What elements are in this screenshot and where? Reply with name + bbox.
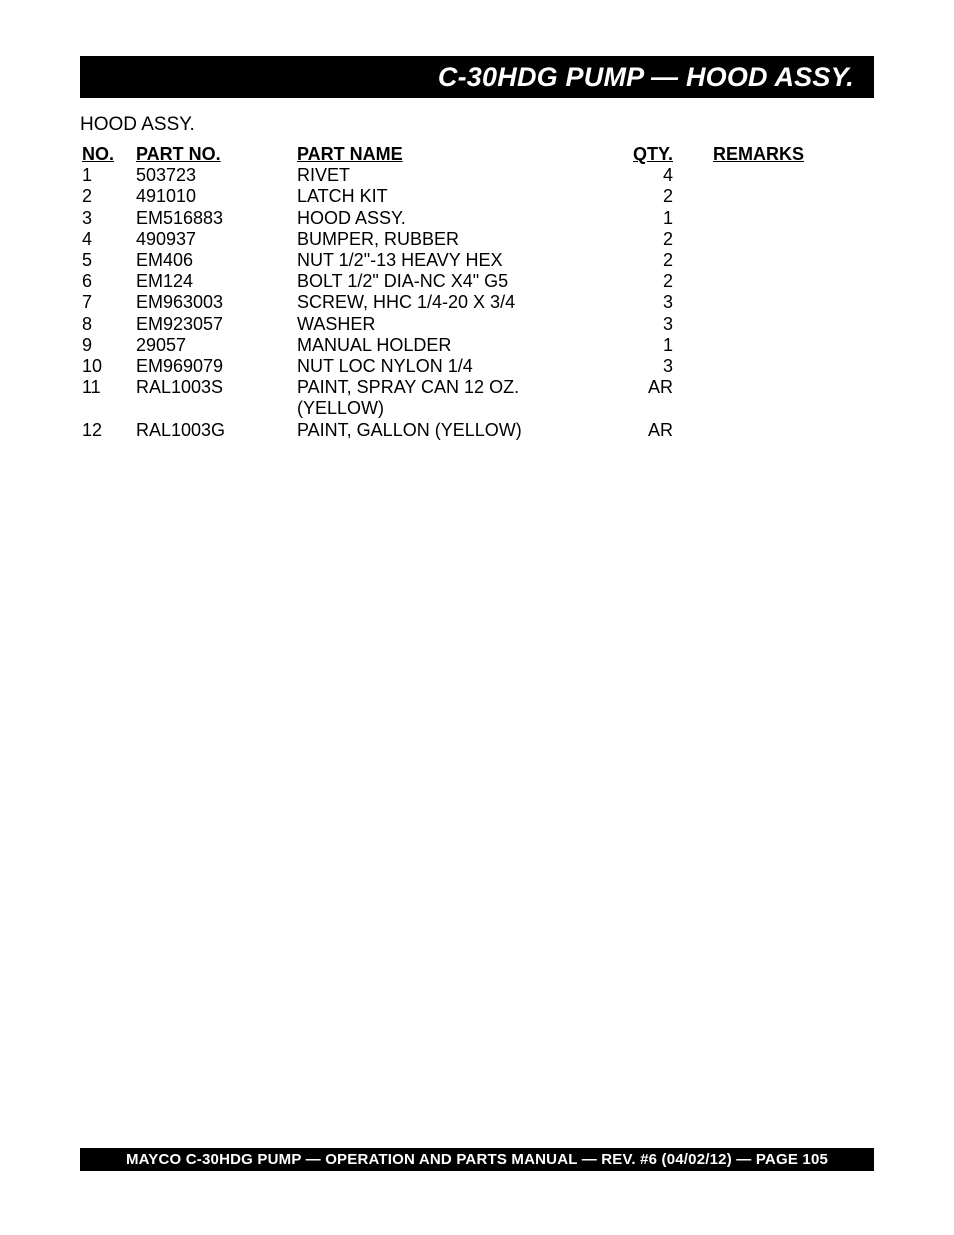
table-row: 9 29057 MANUAL HOLDER 1 — [80, 335, 874, 356]
cell-no: 9 — [80, 335, 136, 356]
cell-partno: 503723 — [136, 165, 297, 186]
cell-name: SCREW, HHC 1/4-20 X 3/4 — [297, 292, 597, 313]
cell-qty: AR — [597, 420, 691, 441]
cell-remarks — [691, 271, 871, 292]
cell-partno: 491010 — [136, 186, 297, 207]
cell-no: 4 — [80, 229, 136, 250]
table-row: 2 491010 LATCH KIT 2 — [80, 186, 874, 207]
cell-remarks — [691, 356, 871, 377]
page-title: C-30HDG PUMP — HOOD ASSY. — [438, 62, 854, 93]
footer-text: MAYCO C-30HDG PUMP — OPERATION AND PARTS… — [126, 1151, 828, 1168]
cell-name: BOLT 1/2" DIA-NC X4" G5 — [297, 271, 597, 292]
cell-no: 5 — [80, 250, 136, 271]
cell-name: HOOD ASSY. — [297, 208, 597, 229]
cell-no: 7 — [80, 292, 136, 313]
cell-name: LATCH KIT — [297, 186, 597, 207]
col-header-name: PART NAME — [297, 144, 597, 165]
cell-name: PAINT, SPRAY CAN 12 OZ. (YELLOW) — [297, 377, 597, 419]
cell-no: 2 — [80, 186, 136, 207]
table-row: 3 EM516883 HOOD ASSY. 1 — [80, 208, 874, 229]
cell-partno: EM406 — [136, 250, 297, 271]
table-row: 11 RAL1003S PAINT, SPRAY CAN 12 OZ. (YEL… — [80, 377, 874, 419]
cell-partno: RAL1003G — [136, 420, 297, 441]
cell-qty: 2 — [597, 229, 691, 250]
footer-bar: MAYCO C-30HDG PUMP — OPERATION AND PARTS… — [80, 1148, 874, 1171]
cell-partno: EM969079 — [136, 356, 297, 377]
table-row: 4 490937 BUMPER, RUBBER 2 — [80, 229, 874, 250]
cell-no: 1 — [80, 165, 136, 186]
cell-qty: 1 — [597, 335, 691, 356]
table-row: 8 EM923057 WASHER 3 — [80, 314, 874, 335]
cell-qty: 2 — [597, 186, 691, 207]
col-header-remarks: REMARKS — [691, 144, 871, 165]
cell-name: BUMPER, RUBBER — [297, 229, 597, 250]
cell-name: NUT 1/2"-13 HEAVY HEX — [297, 250, 597, 271]
table-row: 10 EM969079 NUT LOC NYLON 1/4 3 — [80, 356, 874, 377]
cell-qty: 1 — [597, 208, 691, 229]
cell-no: 12 — [80, 420, 136, 441]
cell-remarks — [691, 377, 871, 419]
table-row: 7 EM963003 SCREW, HHC 1/4-20 X 3/4 3 — [80, 292, 874, 313]
cell-name: NUT LOC NYLON 1/4 — [297, 356, 597, 377]
subtitle: HOOD ASSY. — [80, 114, 195, 136]
page: C-30HDG PUMP — HOOD ASSY. HOOD ASSY. NO.… — [0, 0, 954, 1235]
cell-qty: 3 — [597, 314, 691, 335]
cell-name: MANUAL HOLDER — [297, 335, 597, 356]
cell-remarks — [691, 420, 871, 441]
cell-remarks — [691, 186, 871, 207]
table-header-row: NO. PART NO. PART NAME QTY. REMARKS — [80, 144, 874, 165]
cell-no: 3 — [80, 208, 136, 229]
col-header-partno: PART NO. — [136, 144, 297, 165]
cell-remarks — [691, 165, 871, 186]
parts-table: NO. PART NO. PART NAME QTY. REMARKS 1 50… — [80, 144, 874, 441]
cell-no: 10 — [80, 356, 136, 377]
cell-qty: AR — [597, 377, 691, 419]
table-row: 5 EM406 NUT 1/2"-13 HEAVY HEX 2 — [80, 250, 874, 271]
cell-name: PAINT, GALLON (YELLOW) — [297, 420, 597, 441]
cell-partno: 29057 — [136, 335, 297, 356]
cell-remarks — [691, 229, 871, 250]
cell-name: WASHER — [297, 314, 597, 335]
col-header-qty: QTY. — [597, 144, 691, 165]
cell-partno: EM923057 — [136, 314, 297, 335]
cell-remarks — [691, 292, 871, 313]
table-row: 12 RAL1003G PAINT, GALLON (YELLOW) AR — [80, 420, 874, 441]
cell-remarks — [691, 208, 871, 229]
cell-qty: 2 — [597, 271, 691, 292]
cell-partno: EM124 — [136, 271, 297, 292]
title-bar: C-30HDG PUMP — HOOD ASSY. — [80, 56, 874, 98]
cell-no: 8 — [80, 314, 136, 335]
cell-qty: 2 — [597, 250, 691, 271]
cell-name: RIVET — [297, 165, 597, 186]
cell-qty: 4 — [597, 165, 691, 186]
cell-remarks — [691, 335, 871, 356]
cell-remarks — [691, 314, 871, 335]
table-row: 6 EM124 BOLT 1/2" DIA-NC X4" G5 2 — [80, 271, 874, 292]
cell-partno: EM516883 — [136, 208, 297, 229]
cell-qty: 3 — [597, 356, 691, 377]
col-header-no: NO. — [80, 144, 136, 165]
cell-partno: 490937 — [136, 229, 297, 250]
cell-no: 11 — [80, 377, 136, 419]
cell-remarks — [691, 250, 871, 271]
table-row: 1 503723 RIVET 4 — [80, 165, 874, 186]
cell-partno: EM963003 — [136, 292, 297, 313]
cell-qty: 3 — [597, 292, 691, 313]
cell-no: 6 — [80, 271, 136, 292]
cell-partno: RAL1003S — [136, 377, 297, 419]
